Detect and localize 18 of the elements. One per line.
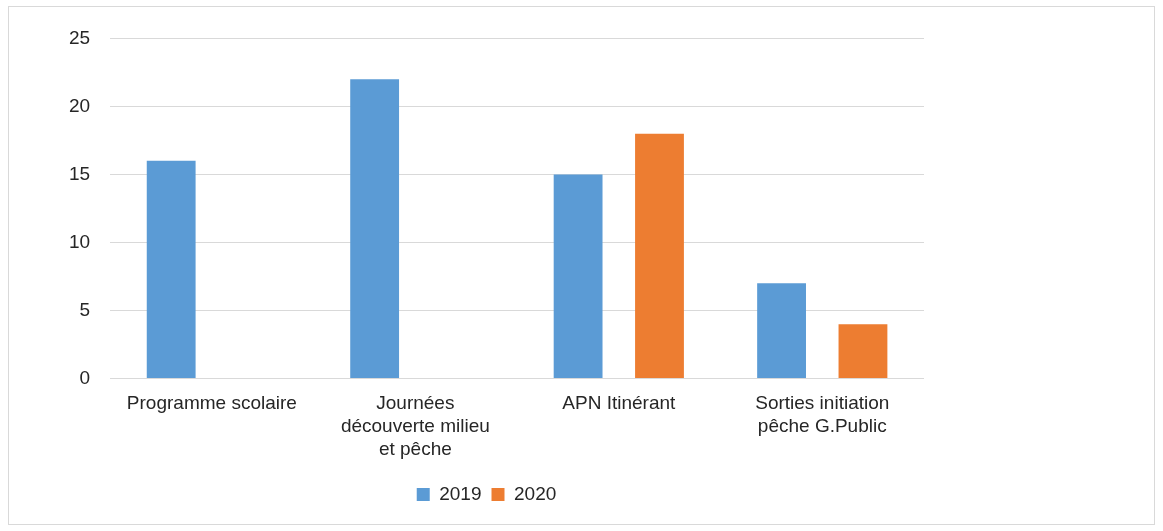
bar	[838, 324, 888, 379]
legend-label: 2019	[439, 482, 482, 504]
y-tick-label: 5	[79, 298, 91, 320]
bar	[757, 283, 806, 379]
bar	[146, 160, 196, 379]
x-tick-label: Sorties initiation pêche G.Public	[755, 392, 890, 437]
legend-label: 2020	[514, 482, 557, 504]
x-tick-label: APN Itinérant	[562, 392, 677, 414]
y-tick-label: 10	[68, 230, 91, 252]
bar	[553, 174, 603, 379]
bar	[635, 133, 684, 379]
x-tick-label: Journées découverte milieu et pêche	[340, 392, 490, 459]
y-tick-label: 0	[79, 366, 91, 388]
y-tick-label: 25	[68, 26, 91, 48]
bar	[350, 79, 400, 379]
y-tick-label: 15	[68, 162, 91, 184]
x-tick-label: Programme scolaire	[126, 392, 297, 414]
y-tick-label: 20	[68, 94, 91, 116]
